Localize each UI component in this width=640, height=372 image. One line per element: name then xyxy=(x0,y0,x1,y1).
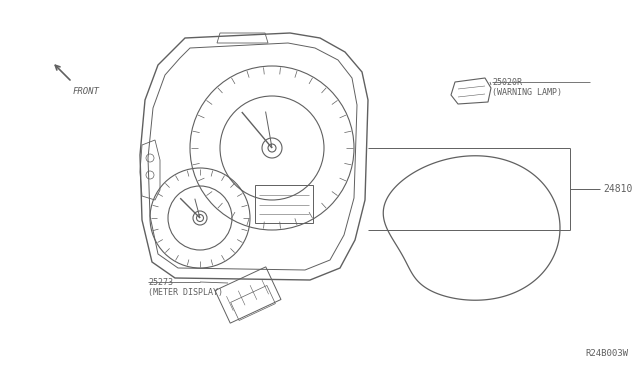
Text: 24810: 24810 xyxy=(603,184,632,194)
Text: FRONT: FRONT xyxy=(73,87,100,96)
Bar xyxy=(255,185,313,223)
Text: 25273
(METER DISPLAY): 25273 (METER DISPLAY) xyxy=(148,278,223,297)
Text: R24B003W: R24B003W xyxy=(585,349,628,358)
Text: 25020R
(WARNING LAMP): 25020R (WARNING LAMP) xyxy=(492,78,562,97)
